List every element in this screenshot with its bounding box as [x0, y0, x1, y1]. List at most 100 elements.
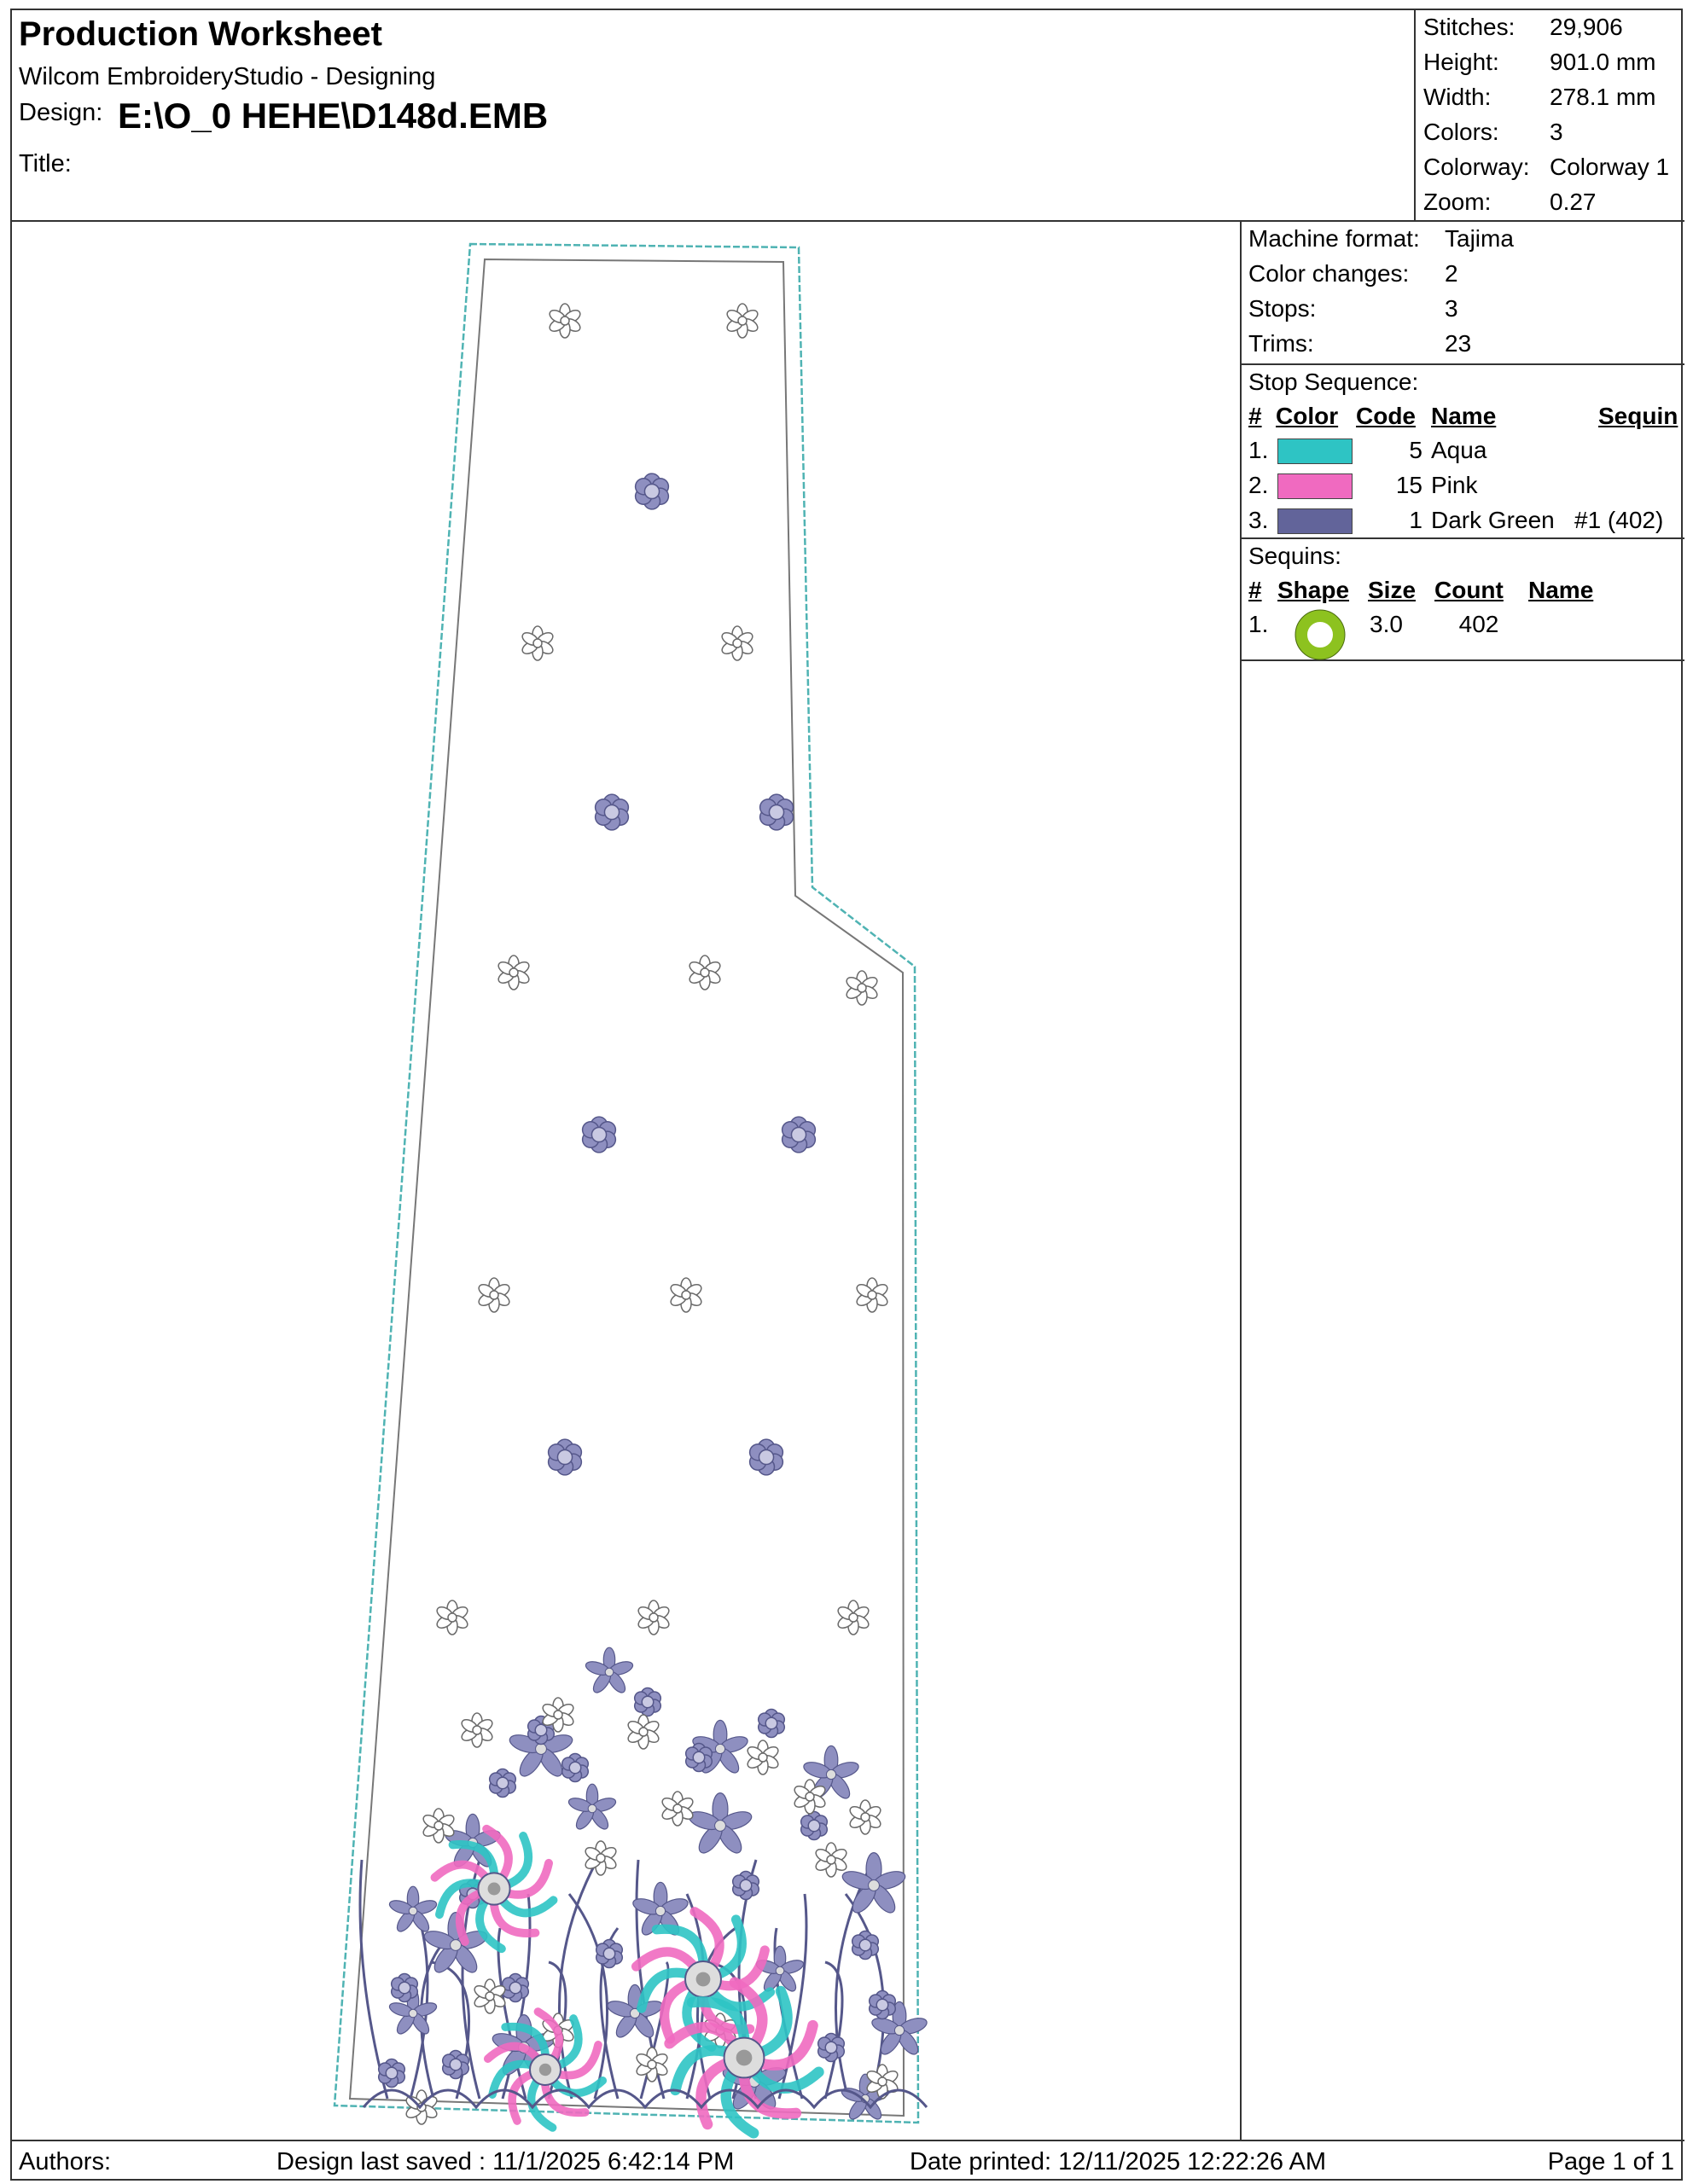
design-path: E:\O_0 HEHE\D148d.EMB: [118, 96, 549, 136]
outline-flower-motif: [636, 2047, 668, 2082]
software-name: Wilcom EmbroideryStudio - Designing: [19, 63, 436, 90]
outline-flower-motif: [670, 1277, 702, 1313]
page-title: Production Worksheet: [19, 15, 382, 53]
star-flower-motif: [841, 1851, 906, 1914]
star-flower-motif: [688, 1792, 753, 1854]
star-flower-motif: [567, 1783, 617, 1830]
filled-flower-motif: [581, 1116, 617, 1153]
scallop-edge: [362, 2088, 928, 2110]
outline-flower-motif: [747, 1740, 779, 1775]
border-floral-layer: [358, 1647, 928, 2139]
stop-sequence-heading: Stop Sequence:: [1248, 369, 1419, 395]
header-info: Production Worksheet Wilcom EmbroiderySt…: [12, 10, 1416, 220]
swirl-flower-motif: [664, 1977, 824, 2139]
outline-flower-motif: [689, 955, 721, 990]
machine-panel: Machine format: Tajima Color changes: 2 St…: [1242, 222, 1684, 661]
embroidery-design-svg: [333, 242, 928, 2139]
filled-flower-motif: [633, 1687, 662, 1717]
star-flower-motif: [871, 2001, 928, 2055]
filled-flower-motif: [594, 793, 630, 831]
worksheet-header: Production Worksheet Wilcom EmbroiderySt…: [12, 10, 1684, 222]
col-num: #: [1248, 403, 1262, 429]
swirl-flower-motif: [430, 1824, 558, 1954]
filled-flower-motif: [781, 1116, 817, 1153]
last-saved: Design last saved : 11/1/2025 6:42:14 PM: [276, 2148, 735, 2175]
filled-flower-motif: [377, 2058, 406, 2088]
col-color: Color: [1276, 403, 1339, 429]
star-flower-motif: [388, 1885, 438, 1932]
trims: Trims: 23: [1248, 330, 1472, 357]
title-label: Title:: [19, 150, 72, 177]
filled-flower-motif: [748, 1438, 784, 1476]
filled-flower-motif: [441, 2049, 470, 2080]
col-sequin: Sequin: [1598, 403, 1678, 429]
date-printed: Date printed: 12/11/2025 12:22:26 AM: [910, 2148, 1326, 2175]
filled-flower-motif: [488, 1768, 517, 1798]
outline-flower-motif: [461, 1712, 493, 1748]
filled-flower-motif: [595, 1938, 624, 1969]
ring-icon: [1294, 609, 1346, 660]
filled-flower-motif: [868, 1989, 897, 2020]
seq-col-shape: Shape: [1277, 577, 1350, 603]
outline-flower-motif: [721, 625, 753, 661]
stops: Stops: 3: [1248, 295, 1458, 322]
seq-col-name: Name: [1528, 577, 1594, 603]
seq-col-num: #: [1248, 577, 1262, 603]
outline-flower-motif: [627, 1714, 660, 1750]
outline-flower-motif: [585, 1840, 617, 1876]
filled-flower-motif: [684, 1742, 713, 1773]
outline-flower-motif: [549, 303, 581, 339]
filled-flower-motif: [851, 1930, 880, 1960]
worksheet-footer: Authors: Design last saved : 11/1/2025 6…: [12, 2140, 1684, 2181]
inner-outline: [348, 258, 905, 2117]
star-flower-motif: [585, 1647, 634, 1693]
outline-flower-motif: [436, 1600, 468, 1635]
outline-flower-motif: [794, 1779, 826, 1815]
filled-flower-motif: [731, 1870, 760, 1901]
filled-flower-motif: [390, 1972, 419, 2003]
filled-flower-motif: [634, 473, 670, 510]
color-swatch-pink: [1277, 473, 1353, 499]
seq-col-size: Size: [1368, 577, 1417, 603]
outline-flower-motif: [637, 1600, 670, 1635]
worksheet-body: Machine format: Tajima Color changes: 2 St…: [12, 222, 1684, 2140]
filled-flower-motif: [800, 1810, 829, 1841]
outline-flower-motif: [478, 1277, 510, 1313]
star-flower-motif: [607, 1984, 663, 2038]
outline-flower-motif: [726, 303, 759, 339]
outline-flower-motif: [542, 1697, 574, 1733]
outline-flower-motif: [846, 970, 878, 1006]
outline-flower-motif: [837, 1600, 870, 1635]
filled-flower-motif: [759, 793, 794, 831]
authors-label: Authors:: [19, 2148, 111, 2175]
col-name: Name: [1431, 403, 1497, 429]
filled-flower-motif: [817, 2032, 846, 2063]
color-swatch-dark-green: [1277, 508, 1353, 534]
filled-flower-motif: [561, 1752, 590, 1783]
design-stats: Stitches: 29,906 Height: 901.0 mm Width: 27…: [1423, 14, 1670, 215]
filled-flower-motif: [757, 1708, 786, 1739]
swirl-flower-motif: [631, 1907, 776, 2052]
page-number: Page 1 of 1: [1547, 2148, 1674, 2175]
outline-flower-motif: [521, 625, 554, 661]
seq-col-count: Count: [1434, 577, 1504, 603]
outline-flower-motif: [422, 1808, 455, 1844]
outline-flower-motif: [849, 1799, 881, 1835]
outer-outline: [333, 242, 920, 2124]
outline-flower-motif: [856, 1277, 888, 1313]
machine-info: Machine format: Tajima Color changes: 2 St…: [1242, 222, 1684, 365]
outline-flower-motif: [474, 1978, 506, 2014]
col-code: Code: [1356, 403, 1416, 429]
design-label: Design:: [19, 99, 103, 126]
outline-flower-motif: [815, 1842, 847, 1878]
machine-format: Machine format: Tajima: [1248, 225, 1514, 252]
star-flower-motif: [423, 1911, 488, 1973]
sequins-table: Sequins: # Shape Size Count Name 1. 3.0 …: [1242, 539, 1684, 661]
outline-flower-motif: [661, 1791, 694, 1827]
sequins-heading: Sequins:: [1248, 543, 1341, 569]
color-changes: Color changes: 2: [1248, 260, 1458, 287]
swirl-flower-motif: [483, 2007, 608, 2132]
design-preview: [12, 222, 1242, 2140]
color-swatch-aqua: [1277, 439, 1353, 464]
stop-sequence: Stop Sequence: # Color Code Name Sequin …: [1242, 365, 1684, 539]
